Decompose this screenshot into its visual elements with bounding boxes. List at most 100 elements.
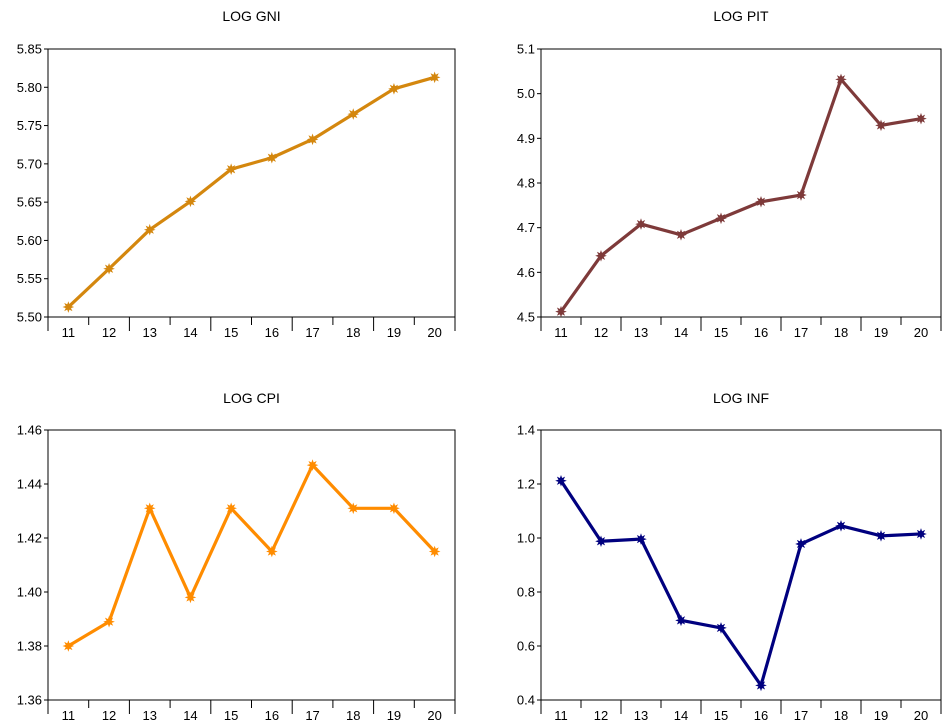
- x-tick-label: 11: [62, 325, 76, 340]
- data-point: [388, 83, 400, 95]
- x-tick-label: 17: [305, 325, 319, 340]
- x-tick-label: 15: [224, 708, 238, 723]
- data-point: [595, 535, 607, 548]
- x-tick-label: 13: [143, 708, 157, 723]
- y-tick-label: 0.4: [517, 693, 535, 708]
- chart-title: LOG CPI: [223, 390, 280, 406]
- x-tick-label: 15: [714, 708, 728, 723]
- x-tick-label: 14: [674, 325, 688, 340]
- y-tick-label: 1.36: [17, 693, 42, 708]
- data-point: [795, 189, 807, 201]
- y-tick-label: 1.44: [17, 477, 42, 492]
- data-point: [347, 108, 360, 120]
- x-tick-label: 16: [265, 325, 279, 340]
- data-point: [835, 73, 847, 86]
- data-point: [306, 459, 319, 471]
- data-point: [306, 133, 319, 146]
- data-point: [62, 301, 75, 313]
- data-point: [715, 622, 727, 634]
- data-point: [184, 591, 197, 604]
- data-point: [635, 218, 647, 230]
- x-tick-label: 12: [102, 708, 116, 723]
- data-point: [103, 615, 115, 628]
- y-tick-label: 4.7: [517, 220, 535, 235]
- chart-panel-2: LOG PIT 4.5 4.6 4.7 4.8 4.9 5.0 5.1 11 12 13 14 15 16…: [517, 8, 942, 340]
- y-tick-label: 1.2: [517, 477, 535, 492]
- y-tick-label: 5.50: [17, 310, 42, 325]
- x-tick-label: 19: [387, 325, 401, 340]
- chart-title: LOG INF: [713, 390, 769, 406]
- x-tick-label: 13: [634, 325, 648, 340]
- x-tick-label: 11: [554, 708, 568, 723]
- x-tick-label: 14: [183, 708, 197, 723]
- data-point: [225, 163, 237, 176]
- x-tick-label: 18: [346, 325, 360, 340]
- data-point: [266, 151, 278, 164]
- data-point: [62, 640, 75, 652]
- x-tick-label: 17: [794, 325, 808, 340]
- y-tick-label: 5.80: [17, 80, 42, 95]
- x-tick-label: 14: [183, 325, 197, 340]
- y-tick-label: 0.8: [517, 585, 535, 600]
- data-point: [635, 533, 647, 545]
- x-tick-label: 17: [794, 708, 808, 723]
- x-tick-label: 16: [754, 325, 768, 340]
- y-tick-label: 1.40: [17, 585, 42, 600]
- data-point: [388, 502, 400, 515]
- x-tick-label: 20: [914, 325, 928, 340]
- y-tick-label: 5.55: [17, 271, 42, 286]
- y-tick-label: 5.65: [17, 195, 42, 210]
- data-point: [675, 229, 687, 241]
- y-tick-label: 1.38: [17, 639, 42, 654]
- x-tick-label: 12: [594, 325, 608, 340]
- x-tick-label: 18: [346, 708, 360, 723]
- x-tick-label: 14: [674, 708, 688, 723]
- x-tick-label: 20: [914, 708, 928, 723]
- y-tick-label: 4.6: [517, 265, 535, 280]
- chart-panel-1: LOG GNI 5.50 5.55 5.60 5.65 5.70 5.75 5.80 5.85 1…: [17, 8, 456, 340]
- x-tick-label: 11: [554, 325, 568, 340]
- x-tick-label: 19: [874, 708, 888, 723]
- x-tick-label: 19: [387, 708, 401, 723]
- x-tick-label: 11: [62, 708, 76, 723]
- data-point: [103, 262, 115, 275]
- chart-panel-3: LOG CPI 1.36 1.38 1.40 1.42 1.44 1.46 11 12 13 14 1…: [17, 390, 456, 723]
- plot-frame: [47, 429, 456, 701]
- series-line: [66, 463, 437, 648]
- data-point: [875, 119, 887, 132]
- data-point: [347, 502, 360, 515]
- y-tick-label: 5.60: [17, 233, 42, 248]
- data-point: [755, 679, 767, 692]
- data-point: [143, 223, 156, 236]
- y-tick-label: 5.85: [17, 42, 42, 57]
- y-tick-label: 1.42: [17, 531, 42, 546]
- y-tick-label: 4.8: [517, 176, 535, 191]
- x-tick-label: 17: [305, 708, 319, 723]
- y-tick-label: 1.0: [517, 531, 535, 546]
- data-point: [715, 212, 727, 225]
- y-tick-label: 1.46: [17, 423, 42, 438]
- data-point: [143, 502, 156, 515]
- x-tick-label: 12: [594, 708, 608, 723]
- series-line: [559, 479, 923, 688]
- data-point: [835, 520, 847, 532]
- y-tick-label: 0.6: [517, 639, 535, 654]
- chart-title: LOG PIT: [713, 8, 769, 24]
- data-point: [915, 112, 927, 125]
- chart-panel-4: LOG INF 0.4 0.6 0.8 1.0 1.2 1.4 11 12 13 14 15 16 17 1…: [517, 390, 942, 723]
- data-point: [915, 528, 927, 540]
- data-point: [795, 538, 807, 550]
- y-tick-label: 4.5: [517, 310, 535, 325]
- data-point: [595, 250, 607, 262]
- x-tick-label: 19: [874, 325, 888, 340]
- data-point: [875, 530, 887, 542]
- data-point: [675, 614, 687, 627]
- x-tick-label: 16: [754, 708, 768, 723]
- x-tick-label: 13: [143, 325, 157, 340]
- y-tick-label: 5.70: [17, 156, 42, 171]
- x-tick-label: 16: [265, 708, 279, 723]
- y-tick-label: 4.9: [517, 131, 535, 146]
- y-tick-label: 5.1: [517, 42, 535, 57]
- series-line: [66, 75, 437, 309]
